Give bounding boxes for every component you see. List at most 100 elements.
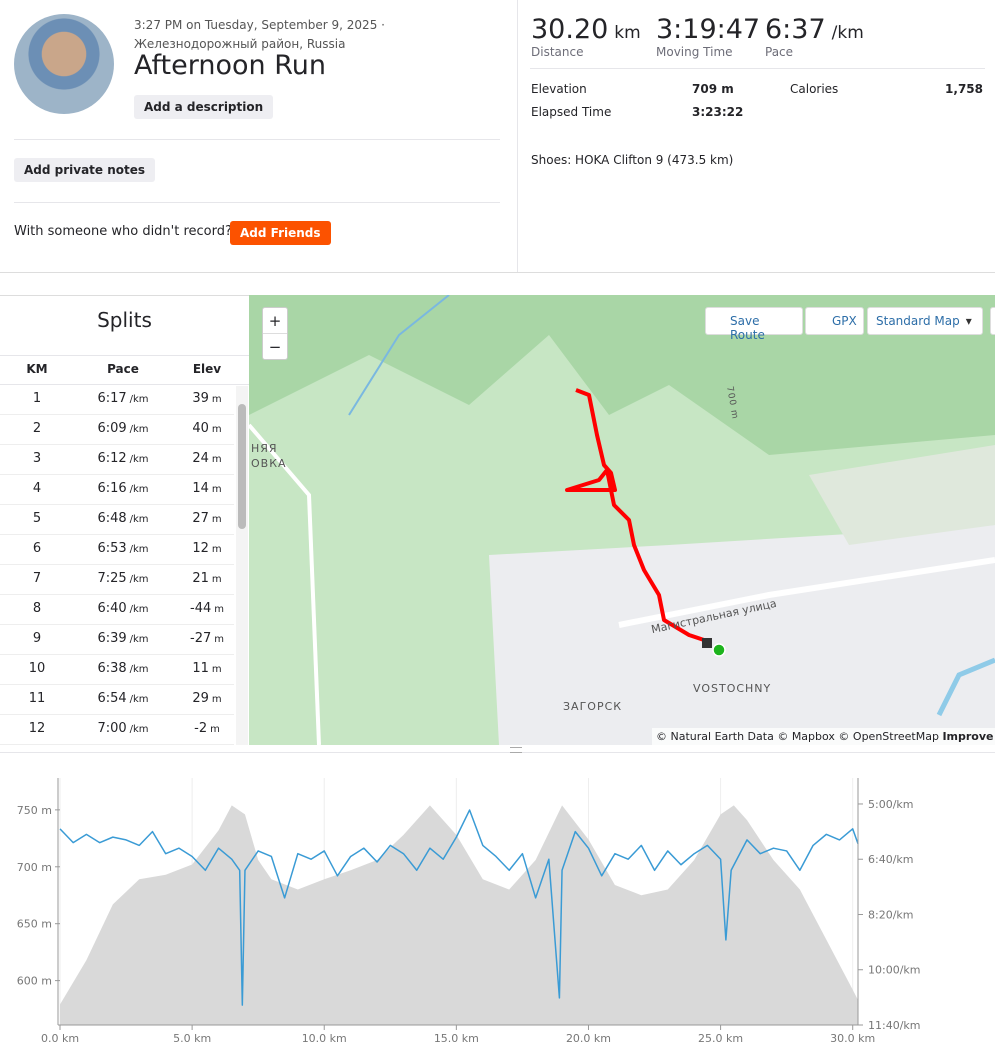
split-elev-value: 40 [192, 421, 209, 436]
split-elev-unit: m [211, 424, 222, 435]
split-pace: 6:39/km [80, 631, 166, 646]
split-elev: -44 m [172, 601, 242, 616]
split-elev-unit: m [214, 634, 224, 645]
split-elev-unit: m [211, 544, 222, 555]
map-label: НЯЯ [251, 442, 278, 455]
elapsed-label: Elapsed Time [531, 105, 612, 119]
save-route[interactable]: Save Route [705, 307, 803, 342]
split-elev: 40 m [172, 421, 242, 436]
road [618, 557, 995, 628]
map-style[interactable]: Standard Map ▾ [867, 307, 983, 335]
zoom-out[interactable]: − [268, 338, 282, 356]
section-divider [0, 272, 995, 273]
split-km: 4 [32, 481, 42, 496]
y2-tick-label: 6:40/km [868, 853, 914, 866]
vertical-divider [517, 0, 518, 272]
avatar[interactable] [14, 14, 114, 114]
stat-number: 6:37 [765, 14, 826, 45]
divider [0, 384, 249, 385]
split-pace-value: 7:00 [97, 721, 127, 736]
split-row-line [0, 684, 234, 685]
zoom-in[interactable]: + [263, 308, 287, 334]
split-pace-value: 6:17 [97, 391, 127, 406]
with-someone: With someone who didn't record? [14, 224, 232, 239]
map-label: ЗАГОРСК [563, 700, 623, 713]
map-option[interactable] [990, 307, 995, 335]
stat-label: Pace [765, 45, 794, 59]
activity-datetime: 3:27 PM on Tuesday, September 9, 2025 · … [134, 18, 385, 51]
split-pace: 6:09/km [80, 421, 166, 436]
elevation-label: Elevation [531, 82, 587, 96]
split-elev-value: 29 [192, 691, 209, 706]
split-pace-unit: /km [129, 694, 149, 705]
split-row-line [0, 504, 234, 505]
stat-unit: /km [831, 23, 864, 43]
add-private-notes[interactable]: Add private notes [14, 158, 156, 182]
split-pace: 7:00/km [80, 721, 166, 736]
add-description[interactable]: Add a description [134, 95, 274, 119]
pace-line [59, 809, 859, 1006]
elevation-area [60, 805, 858, 1025]
split-km: 9 [32, 631, 42, 646]
split-elev-unit: m [210, 724, 220, 735]
splits-title: Splits [97, 308, 152, 332]
add-friends[interactable]: Add Friends [230, 221, 331, 245]
split-km: 11 [28, 691, 46, 706]
stat: 6:37/km Pace [765, 14, 864, 59]
split-pace-value: 7:25 [97, 571, 127, 586]
x-tick-label: 25.0 km [698, 1032, 743, 1045]
split-km: 8 [32, 601, 42, 616]
split-pace-unit: /km [129, 454, 149, 465]
split-km: 6 [32, 541, 42, 556]
split-pace: 6:12/km [80, 451, 166, 466]
stat-label: Distance [531, 45, 584, 59]
split-elev-unit: m [211, 394, 222, 405]
split-pace: 6:40/km [80, 601, 166, 616]
split-pace-value: 6:48 [97, 511, 127, 526]
split-row-line [0, 564, 234, 565]
split-elev: 29 m [172, 691, 242, 706]
split-elev-value: 27 [192, 511, 209, 526]
split-pace-unit: /km [129, 724, 149, 735]
y-tick-label: 750 m [17, 804, 52, 817]
split-pace-unit: /km [129, 514, 149, 525]
gpx[interactable]: GPX [805, 307, 864, 335]
split-elev: 27 m [172, 511, 242, 526]
split-pace-value: 6:38 [97, 661, 127, 676]
split-pace-unit: /km [129, 634, 149, 645]
split-elev-value: -2 [194, 721, 208, 736]
scrollbar-thumb[interactable] [238, 404, 246, 529]
split-km: 10 [28, 661, 46, 676]
split-pace: 6:53/km [80, 541, 166, 556]
divider [14, 202, 500, 203]
split-pace: 6:38/km [80, 661, 166, 676]
split-elev-value: -44 [190, 601, 212, 616]
split-elev: 12 m [172, 541, 242, 556]
elevation-pace-chart: 0.0 km 5.0 km 10.0 km 15.0 km 20.0 km 25.0 km… [17, 778, 921, 1045]
split-pace-unit: /km [129, 424, 149, 435]
y2-tick-label: 10:00/km [868, 964, 921, 977]
split-pace-unit: /km [129, 394, 149, 405]
map[interactable] [249, 295, 995, 745]
river [936, 657, 995, 717]
split-elev-value: 11 [192, 661, 209, 676]
divider [530, 68, 985, 69]
column-header: Pace [107, 362, 139, 376]
split-elev-value: -27 [190, 631, 212, 646]
split-elev-unit: m [211, 514, 222, 525]
split-km: 12 [28, 721, 46, 736]
split-row-line [0, 444, 234, 445]
resize-handle[interactable] [510, 747, 522, 753]
y-tick-label: 650 m [17, 918, 52, 931]
improve-link[interactable]: Improve thi [942, 730, 995, 743]
shoes: Shoes: HOKA Clifton 9 (473.5 km) [531, 153, 734, 167]
stat-value: 6:37/km [765, 14, 864, 45]
split-pace-value: 6:53 [97, 541, 127, 556]
attribution: © Natural Earth Data © Mapbox © OpenStre… [652, 728, 995, 745]
split-elev-value: 24 [192, 451, 209, 466]
split-km: 1 [32, 391, 42, 406]
split-pace-value: 6:54 [97, 691, 127, 706]
split-row-line [0, 474, 234, 475]
split-pace-value: 6:16 [97, 481, 127, 496]
